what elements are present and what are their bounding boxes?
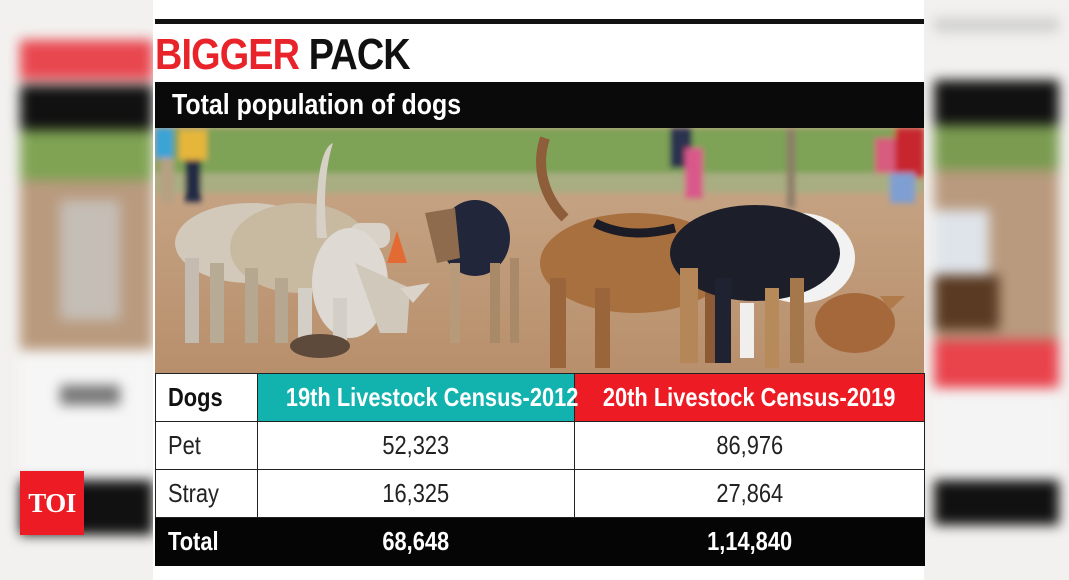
- row-label: Total: [155, 517, 258, 566]
- dog-census-table: Dogs 19th Livestock Census-2012 20th Liv…: [155, 373, 925, 566]
- cell-census-2019: 86,976: [574, 421, 925, 470]
- headline-main: PACK: [308, 30, 411, 79]
- blurred-background-right: [924, 0, 1069, 580]
- table-header-row: Dogs 19th Livestock Census-2012 20th Liv…: [155, 373, 925, 422]
- headline: BIGGER PACK: [155, 30, 411, 80]
- infographic-card: BIGGER PACK Total population of dogs: [153, 0, 925, 580]
- cell-census-2012: 52,323: [257, 421, 575, 470]
- column-header-census-2019: 20th Livestock Census-2019: [574, 373, 925, 422]
- headline-accent: BIGGER: [155, 30, 300, 79]
- cell-census-2012: 16,325: [257, 469, 575, 518]
- toi-logo: TOI: [20, 471, 84, 535]
- cell-census-2012: 68,648: [257, 517, 575, 566]
- top-rule-divider: [155, 19, 924, 24]
- table-row-pet: Pet 52,323 86,976: [155, 421, 925, 470]
- cell-census-2019: 27,864: [574, 469, 925, 518]
- row-label: Pet: [155, 421, 258, 470]
- row-label: Stray: [155, 469, 258, 518]
- subtitle-bar: Total population of dogs: [155, 82, 924, 128]
- blurred-background-left: [0, 0, 153, 580]
- column-header-census-2012: 19th Livestock Census-2012: [257, 373, 578, 422]
- subtitle: Total population of dogs: [172, 89, 462, 121]
- cell-census-2019: 1,14,840: [574, 517, 925, 566]
- table-row-total: Total 68,648 1,14,840: [155, 517, 925, 566]
- column-header-dogs: Dogs: [155, 373, 258, 422]
- table-row-stray: Stray 16,325 27,864: [155, 469, 925, 518]
- dogs-photo: [155, 128, 924, 373]
